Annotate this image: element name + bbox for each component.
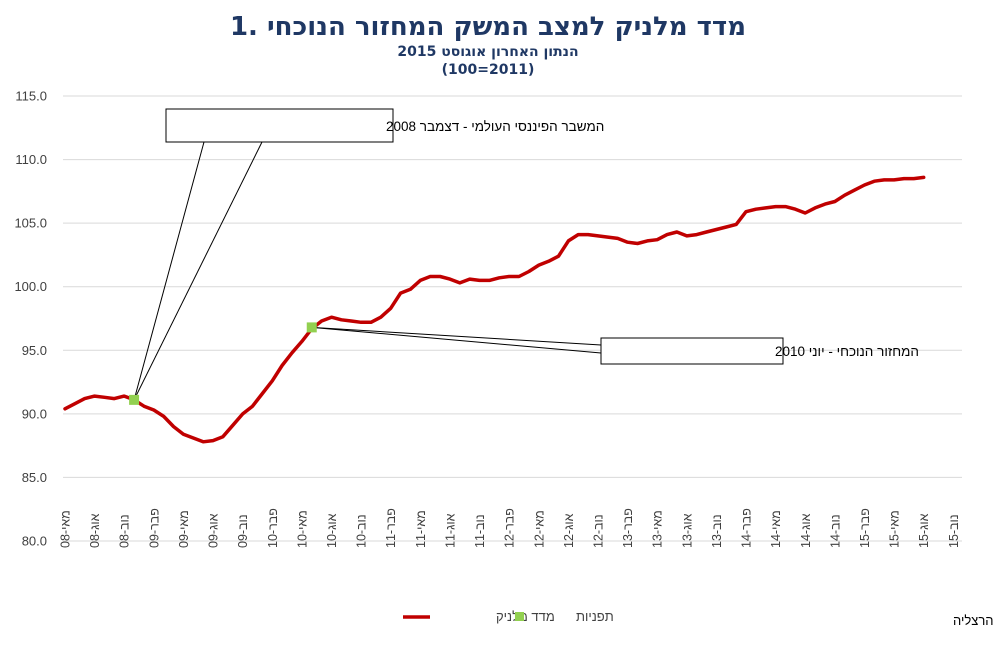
x-tick-label: פבר-11 — [384, 508, 398, 548]
annotation-cycle: המחזור הנוכחי - יוני 2010 — [600, 337, 919, 365]
credit-text: פרופ' רפי מלניק, המרכז הבינתחומי הרצליה — [953, 613, 994, 628]
x-tick-label: מאי-09 — [177, 510, 191, 548]
x-tick-label: מאי-13 — [651, 510, 665, 548]
x-tick-label: מאי-15 — [888, 510, 902, 548]
legend-marker-swatch — [515, 612, 524, 621]
x-tick-label: אוג-09 — [207, 513, 221, 548]
x-tick-label: מאי-11 — [414, 510, 428, 548]
x-tick-label: פבר-12 — [503, 508, 517, 548]
y-tick-label: 110.0 — [15, 152, 47, 167]
annotation-crisis-box — [165, 108, 394, 143]
series-line-0 — [63, 175, 926, 444]
y-tick-label: 95.0 — [22, 343, 47, 358]
leader-line-crisis-1 — [133, 141, 205, 401]
x-tick-label: נוב-09 — [236, 514, 250, 548]
annotation-crisis: המשבר הפיננסי העולמי - דצמבר 2008 — [165, 108, 604, 143]
legend-marker-label: תפניות — [576, 609, 614, 624]
leader-line-cycle-1 — [311, 326, 602, 346]
x-tick-label: פבר-15 — [858, 508, 872, 548]
x-tick-label: אוג-13 — [680, 513, 694, 548]
x-tick-label: נוב-10 — [355, 514, 369, 548]
y-tick-label: 105.0 — [14, 216, 47, 231]
x-tick-label: אוג-12 — [562, 513, 576, 548]
annotation-cycle-text: המחזור הנוכחי - יוני 2010 — [775, 344, 919, 359]
annotation-cycle-box — [600, 337, 784, 365]
y-tick-label: 90.0 — [22, 406, 47, 421]
leader-line-crisis-2 — [133, 141, 263, 401]
y-tick-label: 100.0 — [14, 279, 47, 294]
x-tick-label: נוב-13 — [710, 514, 724, 548]
annotation-crisis-text: המשבר הפיננסי העולמי - דצמבר 2008 — [386, 119, 604, 134]
x-tick-label: נוב-11 — [473, 514, 487, 548]
x-tick-label: פבר-13 — [621, 508, 635, 548]
x-tick-label: נוב-12 — [591, 514, 605, 548]
gridlines — [63, 95, 962, 542]
chart-subtitle-2: (100=2011) — [442, 62, 535, 78]
turning-point-marker-0 — [129, 394, 140, 405]
x-tick-label: אוג-10 — [325, 513, 339, 548]
x-tick-label: פבר-10 — [266, 508, 280, 548]
x-tick-label: מאי-14 — [769, 510, 783, 548]
chart-subtitle: הנתון האחרון אוגוסט 2015 — [397, 44, 578, 60]
leader-line-cycle-2 — [311, 326, 602, 354]
x-tick-label: נוב-08 — [118, 514, 132, 548]
x-tick-label: פבר-14 — [740, 508, 754, 548]
y-tick-label: 80.0 — [22, 534, 47, 549]
x-tick-label: מאי-12 — [532, 510, 546, 548]
series-layer — [63, 175, 926, 444]
x-tick-label: אוג-11 — [443, 513, 457, 548]
x-tick-label: נוב-14 — [828, 514, 842, 548]
turning-point-markers — [129, 322, 317, 405]
x-axis: מאי-08 אוג-08 נוב-08 פבר-09 מאי-09 אוג-09 נוב-… — [59, 508, 961, 548]
annotation-leaders — [133, 141, 602, 401]
turning-point-marker-1 — [306, 322, 317, 333]
x-tick-label: פבר-09 — [147, 508, 161, 548]
legend-series-label: מדד מלניק — [496, 609, 555, 624]
y-axis: 80.0 85.0 90.0 95.0 100.0 105.0 110.0 115.0 — [14, 89, 47, 549]
x-tick-label: מאי-08 — [59, 510, 73, 548]
x-tick-label: אוג-15 — [917, 513, 931, 548]
chart-title: 1. מדד מלניק למצב המשק המחזור הנוכחי — [230, 12, 746, 42]
legend: מדד מלניק תפניות — [403, 609, 614, 624]
y-tick-label: 85.0 — [22, 470, 47, 485]
x-tick-label: אוג-08 — [88, 513, 102, 548]
x-tick-label: נוב-15 — [947, 514, 961, 548]
y-tick-label: 115.0 — [15, 89, 47, 104]
x-tick-label: מאי-10 — [295, 510, 309, 548]
x-tick-label: אוג-14 — [799, 513, 813, 548]
